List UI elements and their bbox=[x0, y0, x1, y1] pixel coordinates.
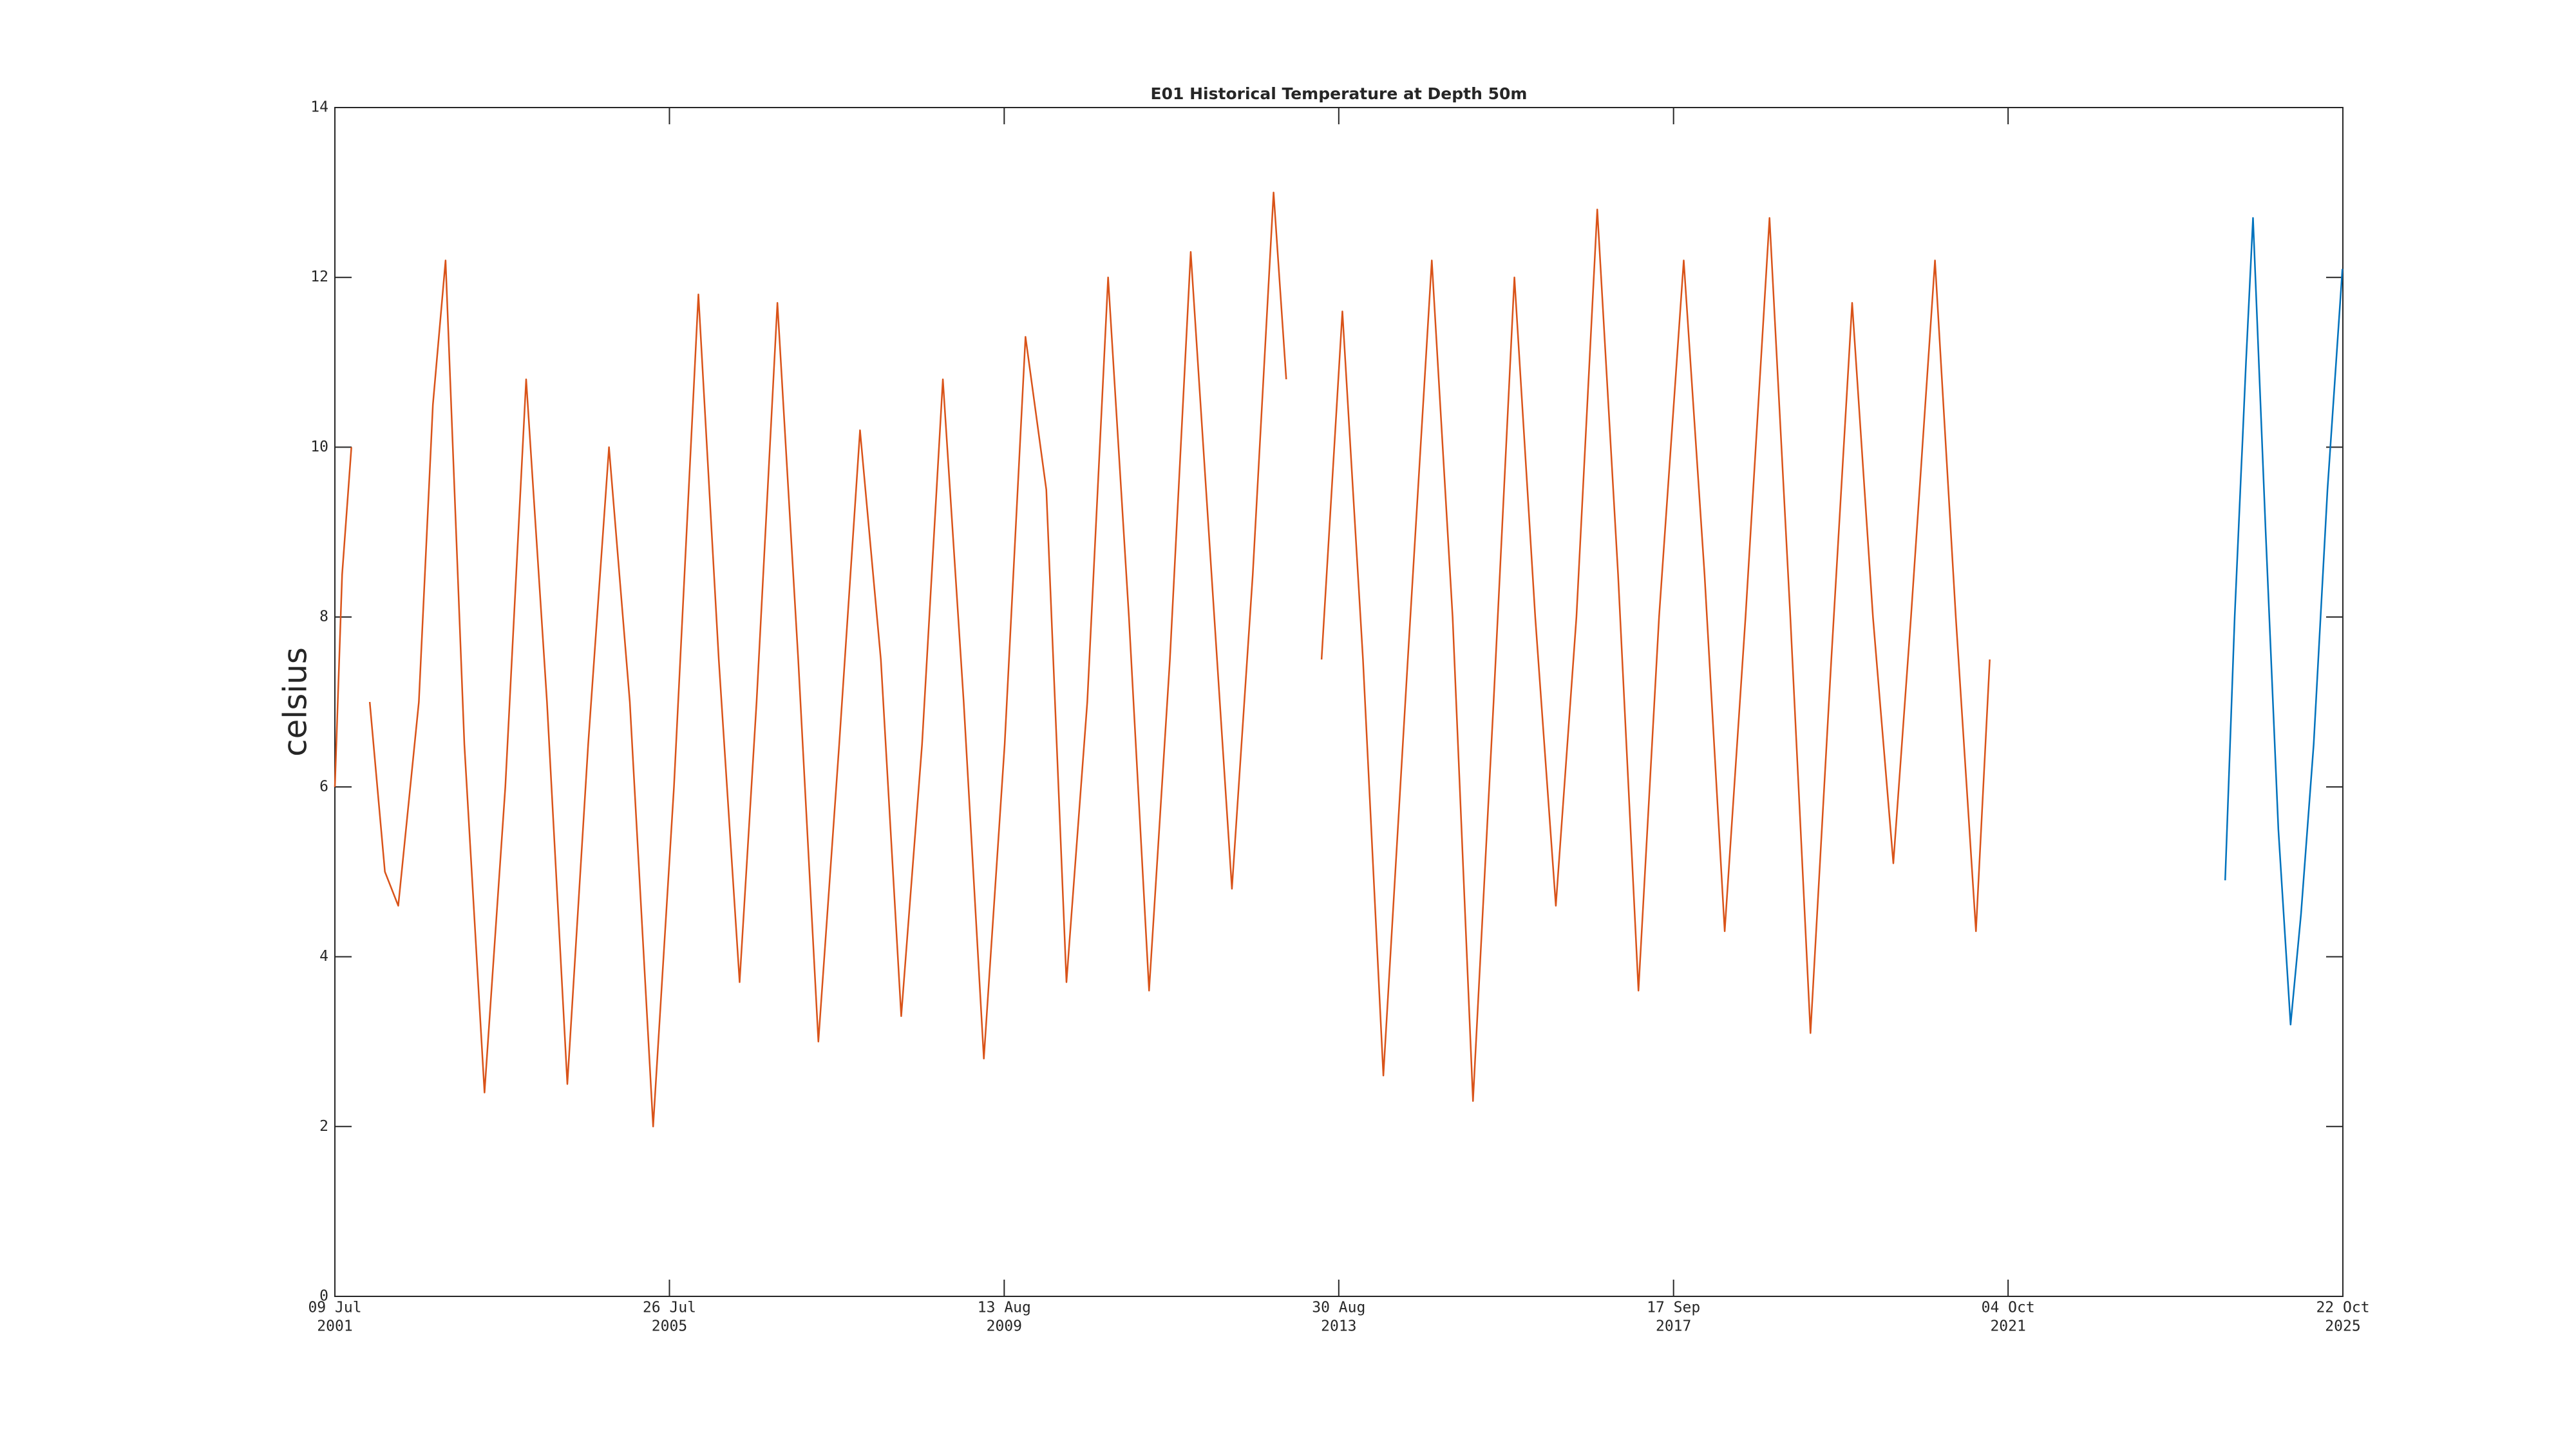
x-tick-label: 2013 bbox=[1321, 1318, 1356, 1335]
chart-title: E01 Historical Temperature at Depth 50m bbox=[1151, 84, 1528, 103]
x-tick-label: 2005 bbox=[652, 1318, 687, 1335]
x-tick-label: 09 Jul bbox=[308, 1300, 361, 1316]
x-tick-label: 26 Jul bbox=[643, 1300, 696, 1316]
x-tick-label: 17 Sep bbox=[1647, 1300, 1700, 1316]
data-line bbox=[334, 191, 1991, 1128]
x-tick-label: 2017 bbox=[1656, 1318, 1691, 1335]
y-tick-label: 6 bbox=[319, 778, 328, 795]
x-tick-label: 13 Aug bbox=[978, 1300, 1031, 1316]
y-tick-label: 2 bbox=[319, 1118, 328, 1135]
x-tick-label: 2025 bbox=[2325, 1318, 2360, 1335]
x-tick-label: 30 Aug bbox=[1312, 1300, 1365, 1316]
y-tick-label: 10 bbox=[310, 439, 328, 455]
y-tick-label: 4 bbox=[319, 948, 328, 965]
x-tick-label: 2021 bbox=[1990, 1318, 2025, 1335]
y-tick-label: 12 bbox=[310, 269, 328, 285]
x-tick-label: 2009 bbox=[987, 1318, 1022, 1335]
y-tick-label: 0 bbox=[319, 1288, 328, 1305]
x-tick-label: 04 Oct bbox=[1982, 1300, 2035, 1316]
y-tick-label: 8 bbox=[319, 609, 328, 625]
x-tick-label: 22 Oct bbox=[2316, 1300, 2369, 1316]
data-line bbox=[2224, 217, 2344, 1026]
x-tick-label: 2001 bbox=[317, 1318, 352, 1335]
y-tick-label: 14 bbox=[310, 99, 328, 116]
y-axis-label: celsius bbox=[277, 647, 314, 757]
